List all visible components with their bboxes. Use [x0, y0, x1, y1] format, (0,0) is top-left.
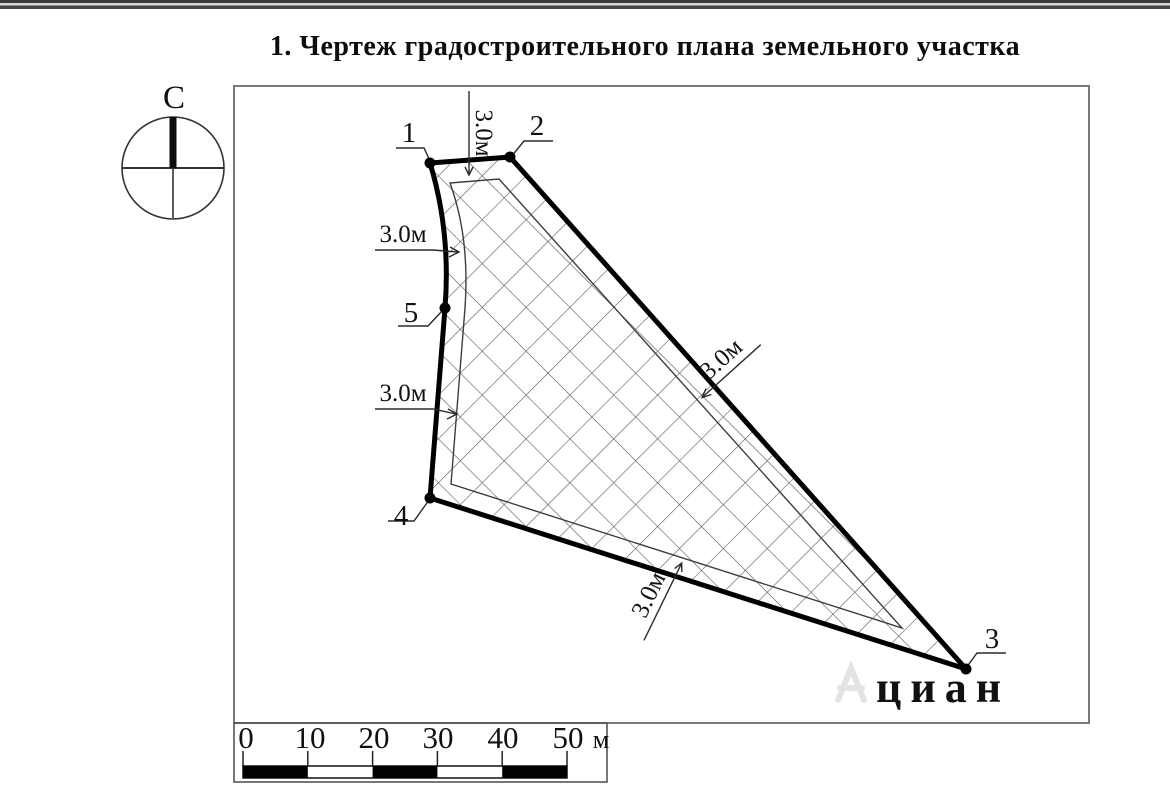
north-compass: С: [121, 80, 225, 220]
dimension-line: [702, 344, 762, 398]
scale-bar-outline: [242, 765, 568, 779]
dimension-arrow: [674, 561, 683, 573]
dimension-label: 3.0м: [626, 568, 671, 622]
scale-tick-label-30: 30: [423, 720, 454, 755]
parcel-boundary: [427, 154, 969, 672]
top-divider-band: [0, 0, 1170, 9]
dimension-label: 3.0м: [379, 380, 426, 407]
vertex-label-3: 3: [985, 623, 1000, 655]
setback-dimension-left-lower: 3.0м: [375, 380, 459, 420]
vertex-dot-5: [439, 302, 451, 314]
vertex-label-1: 1: [402, 117, 417, 149]
watermark: циан: [835, 660, 1010, 712]
vertex-dot-2: [504, 151, 516, 163]
scale-bar: 0 10 20 30 40 50 м: [233, 720, 609, 783]
dimension-arrow: [700, 388, 712, 399]
vertex-label-5: 5: [404, 297, 419, 329]
scale-tick-label-20: 20: [359, 720, 390, 755]
dimension-arrow: [464, 166, 474, 177]
scale-unit-label: м: [593, 725, 609, 754]
scale-tick-label-0: 0: [238, 720, 254, 755]
plan-border: [233, 85, 1090, 724]
scale-tick-label-10: 10: [295, 720, 326, 755]
dimension-line: [375, 408, 457, 415]
vertex-label-4: 4: [394, 500, 409, 532]
vertex-leader-4: [388, 499, 430, 522]
dimension-arrow: [446, 408, 459, 420]
vertex-leader-1: [396, 147, 431, 162]
dimension-line: [643, 562, 683, 641]
watermark-logo-icon: [835, 660, 867, 703]
dimension-label: 3.0м: [379, 221, 426, 248]
scale-bar-segment: [372, 766, 438, 778]
dimension-line: [375, 249, 459, 253]
vertex-dot-4: [424, 492, 436, 504]
dimension-label: 3.0м: [470, 109, 497, 156]
vertex-leader-5: [398, 309, 444, 327]
setback-dimension-left-upper: 3.0м: [375, 221, 461, 258]
vertex-dot-3: [960, 663, 972, 675]
vertex-dot-1: [424, 157, 436, 169]
watermark-text: циан: [876, 663, 1010, 712]
setback-dimension-top: 3.0м: [464, 91, 497, 177]
dimension-arrow: [448, 246, 461, 258]
north-label: С: [163, 80, 185, 116]
vertex-leader-3: [965, 652, 1006, 669]
setback-offset-line: [449, 178, 905, 630]
scale-bar-segment: [243, 766, 308, 778]
scale-tick-label-50: 50: [553, 720, 584, 755]
scale-box: [233, 722, 608, 783]
vertex-leader-2: [510, 140, 553, 158]
scale-tick-label-40: 40: [488, 720, 519, 755]
vertex-label-2: 2: [530, 110, 545, 142]
page-title: 1. Чертеж градостроительного плана земел…: [269, 31, 1021, 62]
scale-bar-segment: [502, 766, 567, 778]
